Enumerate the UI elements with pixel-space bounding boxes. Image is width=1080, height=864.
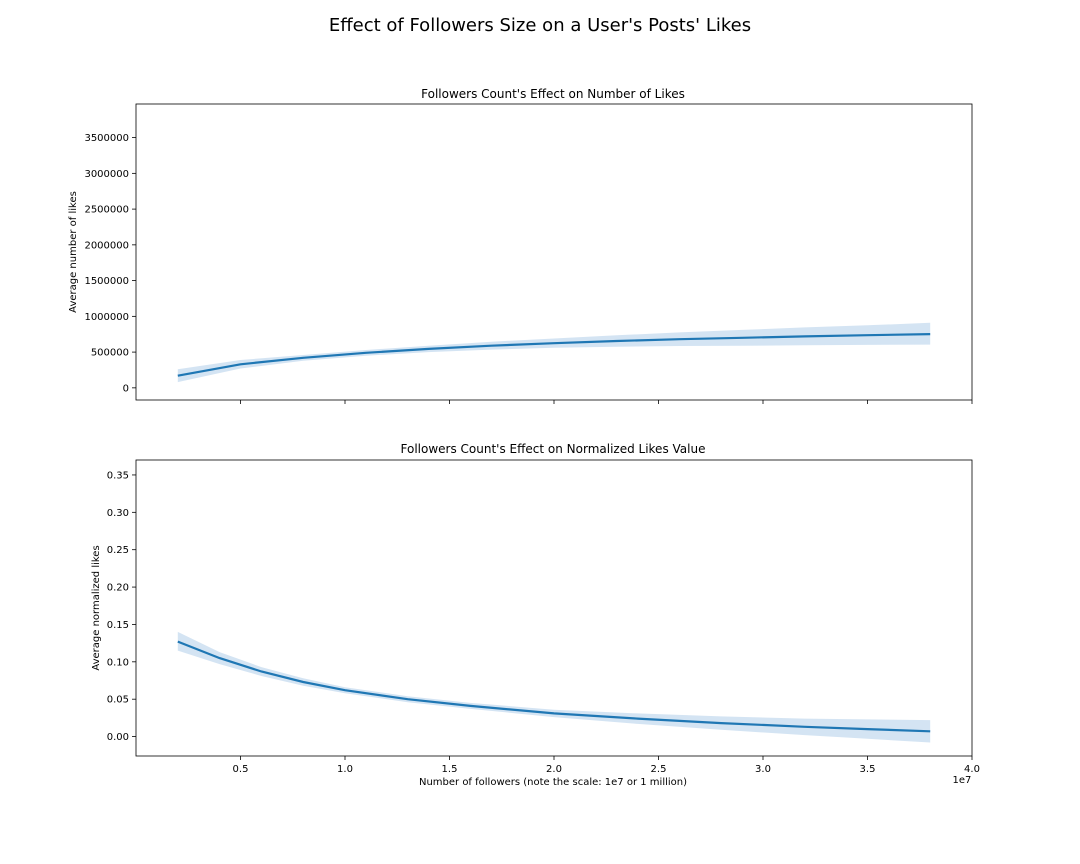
normalized-x-tick-label: 1.5	[442, 764, 458, 775]
normalized-x-tick-label: 4.0	[964, 764, 980, 775]
figure-suptitle: Effect of Followers Size on a User's Pos…	[329, 15, 751, 36]
likes-scatter-panel: Followers Count's Effect on Number of Li…	[68, 87, 973, 404]
likes-y-ticks: 0 500000 1000000 1500000 2000000 2500000 30000…	[84, 133, 136, 394]
likes-confidence-band	[177, 322, 931, 383]
normalized-y-tick-label: 0.35	[107, 470, 129, 481]
normalized-x-tick-label: 2.0	[546, 764, 562, 775]
likes-y-tick-label: 3500000	[84, 133, 129, 144]
likes-regression-line-group	[177, 333, 931, 377]
normalized-x-axis-label: Number of followers (note the scale: 1e7…	[419, 777, 687, 788]
normalized-x-ticks: 0.5 1.0 1.5 2.0 2.5 3.0 3.5 4.0	[233, 756, 980, 775]
normalized-y-tick-label: 0.05	[107, 695, 129, 706]
likes-y-tick-label: 2000000	[84, 240, 129, 251]
normalized-scatter-panel: Followers Count's Effect on Normalized L…	[91, 442, 980, 788]
normalized-x-tick-label: 0.5	[233, 764, 249, 775]
normalized-x-tick-label: 2.5	[651, 764, 667, 775]
likes-confidence-band-area	[177, 322, 931, 383]
likes-y-tick-label: 2500000	[84, 205, 129, 216]
normalized-y-tick-label: 0.00	[107, 732, 129, 743]
likes-chart-title: Followers Count's Effect on Number of Li…	[421, 87, 685, 101]
normalized-y-ticks: 0.00 0.05 0.10 0.15 0.20 0.25 0.30 0.35	[107, 470, 136, 743]
normalized-confidence-band-area	[177, 631, 931, 743]
likes-y-tick-label: 500000	[91, 348, 129, 359]
likes-y-axis-label: Average number of likes	[68, 191, 79, 313]
normalized-y-axis-label: Average normalized likes	[91, 545, 102, 670]
normalized-y-tick-label: 0.25	[107, 545, 129, 556]
normalized-regression-line-group	[177, 640, 931, 733]
normalized-x-tick-label: 1.0	[337, 764, 353, 775]
likes-y-tick-label: 0	[123, 383, 129, 394]
likes-regression-line	[177, 333, 931, 377]
normalized-x-tick-label: 3.0	[755, 764, 771, 775]
normalized-y-tick-label: 0.30	[107, 508, 129, 519]
normalized-confidence-band	[177, 631, 931, 743]
likes-y-tick-label: 1000000	[84, 312, 129, 323]
normalized-y-tick-label: 0.10	[107, 657, 129, 668]
normalized-y-tick-label: 0.20	[107, 583, 129, 594]
x-axis-offset-label: 1e7	[953, 775, 972, 786]
likes-plot-frame	[135, 103, 973, 401]
normalized-x-tick-label: 3.5	[860, 764, 876, 775]
likes-y-tick-label: 1500000	[84, 276, 129, 287]
normalized-plot-frame	[135, 459, 973, 757]
normalized-regression-line	[177, 640, 931, 733]
likes-y-tick-label: 3000000	[84, 169, 129, 180]
normalized-y-tick-label: 0.15	[107, 620, 129, 631]
likes-x-ticks	[240, 400, 973, 404]
normalized-chart-title: Followers Count's Effect on Normalized L…	[401, 442, 706, 456]
